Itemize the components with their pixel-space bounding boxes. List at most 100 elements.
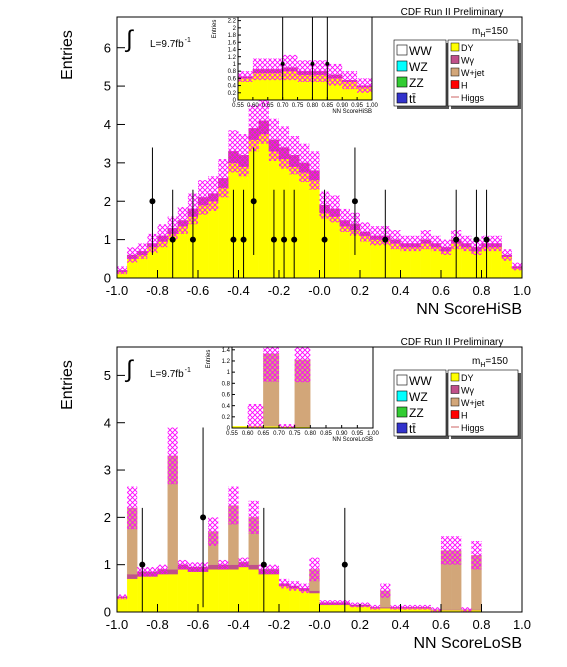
legend-label: WW [409, 374, 432, 388]
y-tick-label: 5 [104, 368, 111, 383]
histogram-bar [177, 226, 189, 278]
data-point [483, 236, 490, 243]
uncertainty-band [420, 230, 431, 250]
uncertainty-band [410, 604, 421, 610]
uncertainty-band [410, 235, 421, 252]
luminosity: L=9.7fb [150, 39, 184, 50]
legend-label: W+jet [461, 398, 485, 408]
y-tick-label: 1.8 [228, 33, 237, 39]
y-tick-label: 2.2 [228, 19, 237, 25]
y-tick-label: 1 [104, 557, 111, 572]
uncertainty-band [339, 208, 350, 232]
legend-label: DY [461, 43, 474, 53]
y-tick-label: 6 [104, 40, 111, 55]
legend-label: W+jet [461, 68, 485, 78]
data-point [341, 561, 348, 568]
legend-box [447, 39, 519, 107]
y-tick-label: 0 [227, 426, 231, 432]
legend-label: tt̄ [409, 92, 416, 106]
histogram-bar [319, 604, 330, 612]
uncertainty-band [380, 583, 391, 598]
legend-swatch [450, 67, 460, 77]
data-point [260, 561, 267, 568]
legend-label: WZ [409, 60, 428, 74]
uncertainty-band [309, 557, 320, 582]
plot-area [117, 427, 482, 612]
legend-swatch [450, 372, 460, 382]
y-tick-label: 1.6 [228, 40, 237, 46]
x-tick-label: 1.00 [367, 431, 379, 437]
uncertainty-band [329, 600, 340, 605]
x-tick-label: 0.6 [432, 283, 450, 298]
plot-area [117, 97, 522, 278]
legend-swatch [396, 374, 408, 386]
uncertainty-band [208, 176, 219, 211]
histogram-bar [126, 578, 138, 612]
data-point [270, 236, 277, 243]
uncertainty-band [263, 347, 279, 382]
data-point [310, 61, 315, 66]
luminosity-exponent: -1 [185, 367, 191, 374]
data-point [149, 198, 156, 205]
x-tick-label: 0.6 [432, 617, 450, 632]
y-tick-label: 1 [227, 370, 231, 376]
uncertainty-band [258, 97, 269, 144]
luminosity-exponent: -1 [185, 37, 191, 44]
y-tick-label: 0 [104, 605, 111, 620]
histogram-bar [309, 179, 320, 278]
histogram-bar [147, 576, 158, 612]
x-tick-label: 1.00 [366, 103, 378, 109]
uncertainty-band [268, 118, 279, 161]
y-tick-label: 0 [233, 98, 237, 104]
histogram-bar [329, 216, 340, 278]
uncertainty-band [147, 567, 158, 577]
uncertainty-band [400, 235, 411, 252]
x-tick-label: 0.65 [262, 103, 274, 109]
histogram-bar [339, 226, 351, 278]
legend-swatch [396, 60, 408, 72]
uncertainty-band [267, 58, 283, 81]
y-tick-label: 2 [104, 510, 111, 525]
x-tick-label: -0.2 [268, 283, 290, 298]
data-point [169, 236, 176, 243]
plot-frame [237, 16, 373, 101]
x-tick-label: 0.80 [304, 431, 316, 437]
legend-swatch [450, 410, 460, 419]
histogram-bar [299, 172, 310, 278]
x-tick-label: -0.8 [146, 283, 168, 298]
mass-label: m [472, 26, 480, 37]
mass-subscript: H [480, 32, 485, 39]
y-tick-label: 0.6 [228, 76, 237, 82]
uncertainty-band [342, 71, 358, 90]
histogram-bar [157, 573, 168, 612]
data-point [473, 236, 480, 243]
histogram-bar [329, 604, 340, 612]
uncertainty-band [127, 247, 138, 263]
uncertainty-band [137, 243, 148, 259]
y-tick-label: 0.8 [228, 69, 237, 75]
histogram-bar [400, 247, 411, 278]
x-tick-label: -0.2 [268, 617, 290, 632]
uncertainty-band [297, 60, 313, 82]
legend-swatch [450, 55, 460, 64]
legend-swatch [396, 76, 408, 88]
legend-label: Higgs [461, 93, 485, 103]
uncertainty-band [127, 486, 138, 530]
x-tick-label: 0.8 [472, 283, 490, 298]
legend-swatch [396, 92, 408, 104]
y-tick-label: 1 [233, 62, 237, 68]
uncertainty-band [289, 135, 300, 175]
y-tick-label: 4 [104, 415, 111, 430]
legend-label: H [461, 81, 468, 91]
legend-swatch [396, 390, 408, 402]
y-axis-label: Entries [212, 20, 218, 39]
legend-swatch [450, 80, 460, 89]
y-tick-label: 5 [104, 79, 111, 94]
data-point [189, 236, 196, 243]
mass-value: =150 [485, 26, 508, 37]
legend-swatch [450, 385, 460, 394]
uncertainty-band [501, 249, 512, 261]
uncertainty-band [390, 230, 401, 250]
y-axis-label: Entries [206, 350, 212, 369]
